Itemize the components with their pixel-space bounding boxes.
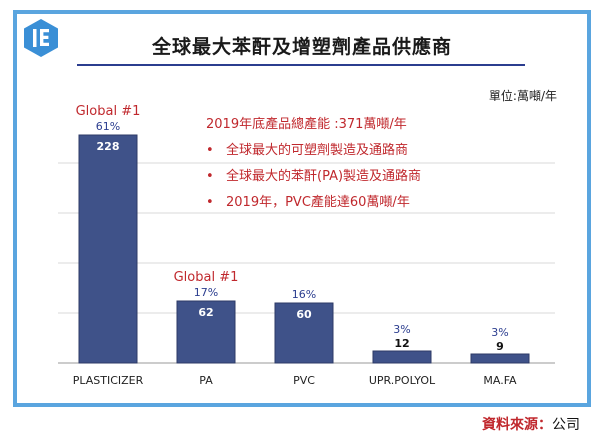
x-tick-label: PVC	[293, 374, 315, 387]
bar	[176, 300, 236, 364]
page-title: 全球最大苯酐及增塑劑產品供應商	[151, 36, 452, 58]
notes-bullet: • 2019年，PVC產能達60萬噸/年	[206, 190, 421, 216]
notes-bullet: • 全球最大的苯酐(PA)製造及通路商	[206, 164, 421, 190]
share-label: 3%	[393, 323, 410, 336]
source-note: 資料來源：公司	[482, 414, 580, 434]
bar-value-label: 12	[394, 337, 409, 350]
source-label: 資料來源：	[482, 417, 552, 433]
company-logo-icon	[24, 19, 58, 57]
x-tick-label: UPR.POLYOL	[369, 374, 436, 387]
bar-value-label: 228	[97, 140, 120, 153]
x-tick-label: MA.FA	[483, 374, 517, 387]
bar	[372, 350, 432, 364]
bullet-symbol: •	[206, 143, 214, 158]
share-label: 17%	[194, 286, 218, 299]
bar-value-label: 62	[198, 306, 213, 319]
share-label: 16%	[292, 288, 316, 301]
notes-bullet-text: 全球最大的苯酐(PA)製造及通路商	[226, 169, 422, 184]
bullet-symbol: •	[206, 195, 214, 210]
bar-value-label: 60	[296, 308, 312, 321]
unit-label: 單位:萬噸/年	[488, 89, 557, 103]
share-label: 3%	[491, 326, 508, 339]
share-label: 61%	[96, 120, 120, 133]
global-rank-label: Global #1	[76, 104, 141, 119]
notes-bullet-text: 全球最大的可塑劑製造及通路商	[226, 143, 409, 158]
global-rank-label: Global #1	[174, 270, 239, 285]
source-value: 公司	[552, 417, 580, 433]
bar	[470, 353, 530, 364]
notes-headline: 2019年底產品總產能 :371萬噸/年	[206, 117, 407, 132]
title-underline	[77, 64, 525, 66]
bar-value-label: 9	[496, 340, 504, 353]
notes-panel: 2019年底產品總產能 :371萬噸/年 • 全球最大的可塑劑製造及通路商 • …	[206, 112, 421, 216]
bar	[274, 302, 334, 364]
notes-bullet: • 全球最大的可塑劑製造及通路商	[206, 138, 421, 164]
x-tick-label: PA	[199, 374, 213, 387]
bar	[78, 134, 138, 364]
bullet-symbol: •	[206, 169, 214, 184]
x-tick-label: PLASTICIZER	[73, 374, 144, 387]
notes-bullet-text: 2019年，PVC產能達60萬噸/年	[226, 195, 410, 210]
